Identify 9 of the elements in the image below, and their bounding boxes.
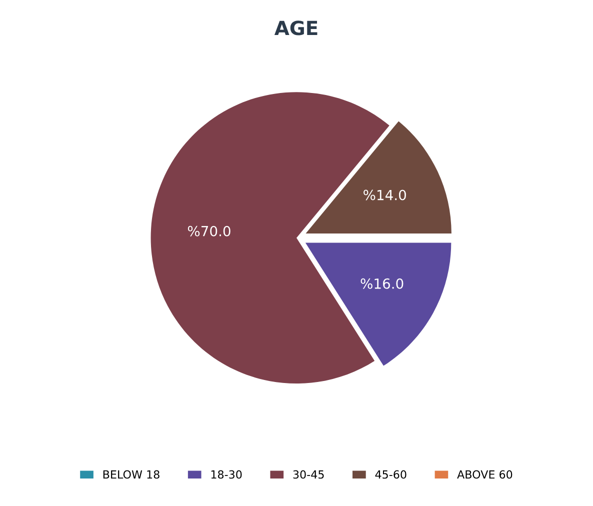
legend-label: ABOVE 60 <box>457 470 512 479</box>
legend-label: 30-45 <box>293 470 324 479</box>
legend-label: 18-30 <box>211 470 242 479</box>
chart-title: AGE <box>274 20 318 36</box>
data-label: %70.0 <box>188 226 230 236</box>
legend-label: 45-60 <box>375 470 406 479</box>
data-label: %16.0 <box>360 278 404 289</box>
legend-label: BELOW 18 <box>103 470 160 479</box>
data-label: %14.0 <box>364 190 406 200</box>
